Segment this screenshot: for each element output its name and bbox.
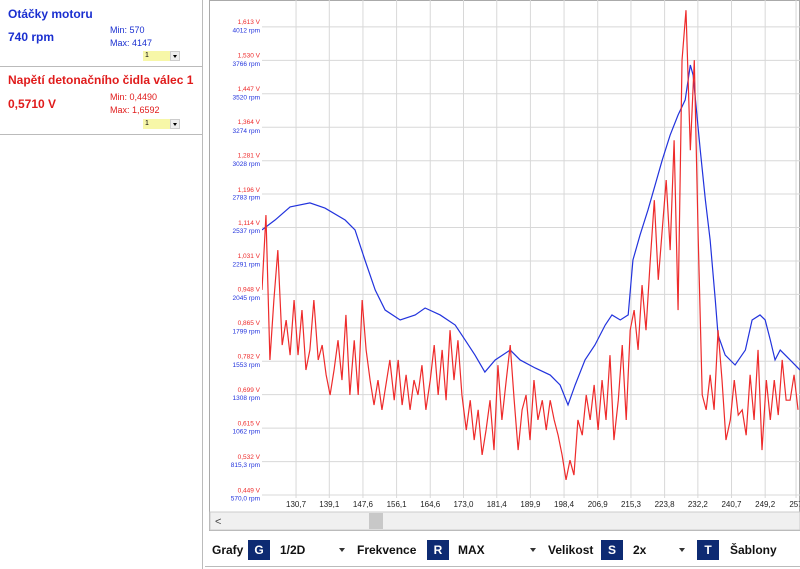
toolbar-label: Frekvence [357,543,417,557]
y-tick-label: 1,196 V [238,187,261,194]
toolbar-label: Velikost [548,543,594,557]
signal-min: Min: 0,4490 [110,92,158,102]
y-tick-label: 0,699 V [238,387,261,394]
y-tick-label: 0,782 V [238,353,261,360]
dropdown-button[interactable] [170,51,180,61]
y2-tick-label: 1062 rpm [233,429,260,436]
x-tick-label: 198,4 [554,500,575,509]
y2-tick-label: 2045 rpm [233,295,260,302]
y2-tick-label: 3274 rpm [233,128,260,135]
x-tick-label: 215,3 [621,500,642,509]
x-tick-label: 130,7 [286,500,307,509]
y2-tick-label: 4012 rpm [233,27,260,34]
scroll-thumb[interactable] [369,513,383,529]
chart: < 130,7 139,1 147,6 156,1 164,6 173,0 181,4 189… [209,0,800,531]
signal-max: Max: 4147 [110,38,153,48]
y-tick-label: 0,532 V [238,454,261,461]
y2-tick-label: 1799 rpm [233,328,260,335]
signal-max: Max: 1,6592 [110,105,160,115]
y-tick-label: 1,364 V [238,119,261,126]
toolbar-label: Grafy [212,543,244,557]
y-tick-label: 0,615 V [238,421,261,428]
toolbar-value[interactable]: 2x [633,543,647,557]
y2-tick-label: 3766 rpm [233,61,260,68]
dropdown-button[interactable] [170,119,180,129]
y-tick-label: 1,447 V [238,86,261,93]
y-tick-label: 1,530 V [238,52,261,59]
y-tick-label: 1,114 V [238,220,261,227]
y-tick-label: 1,031 V [238,253,261,260]
y2-tick-label: 1553 rpm [233,362,260,369]
x-tick-label: 257 [789,500,800,509]
signal-name[interactable]: Napětí detonačního čidla válec 1 [8,73,194,87]
x-tick-label: 240,7 [721,500,742,509]
hotkey[interactable]: T [697,540,719,560]
separator [0,66,202,67]
dropdown-arrow[interactable] [530,548,536,552]
separator [205,566,800,567]
y-tick-label: 0,449 V [238,487,261,494]
x-tick-label: 206,9 [588,500,609,509]
x-tick-label: 189,9 [520,500,541,509]
signal-value: 740 rpm [8,30,55,44]
hotkey[interactable]: G [248,540,270,560]
signal-min: Min: 570 [110,25,145,35]
y2-tick-label: 3520 rpm [233,94,260,101]
series-line [262,64,800,407]
scroll-left[interactable]: < [215,516,221,528]
y2-tick-label: 3028 rpm [233,161,260,168]
y-tick-label: 0,948 V [238,287,261,294]
toolbar-value[interactable]: 1/2D [280,543,306,557]
scale-dropdown[interactable]: 1 [143,119,170,129]
y2-tick-label: 1308 rpm [233,395,260,402]
signal-panel [0,0,203,569]
x-tick-label: 147,6 [353,500,374,509]
dropdown-arrow[interactable] [679,548,685,552]
y2-tick-label: 570,0 rpm [231,496,260,503]
x-tick-label: 156,1 [387,500,408,509]
y2-tick-label: 2783 rpm [233,195,260,202]
x-tick-label: 164,6 [420,500,441,509]
x-tick-label: 181,4 [487,500,508,509]
x-tick-label: 232,2 [688,500,709,509]
scale-dropdown[interactable]: 1 [143,51,170,61]
scrollbar[interactable] [209,511,800,531]
y2-tick-label: 2537 rpm [233,228,260,235]
separator [0,134,202,135]
x-tick-label: 139,1 [319,500,340,509]
x-tick-label: 173,0 [453,500,474,509]
y-tick-label: 1,613 V [238,19,261,26]
y2-tick-label: 815,3 rpm [231,462,260,469]
series-line [262,10,799,481]
toolbar-value[interactable]: MAX [458,543,485,557]
y-tick-label: 1,281 V [238,153,261,160]
hotkey[interactable]: R [427,540,449,560]
x-tick-label: 249,2 [755,500,776,509]
hotkey[interactable]: S [601,540,623,560]
x-tick-label: 223,8 [655,500,676,509]
signal-name[interactable]: Otáčky motoru [8,7,93,21]
dropdown-arrow[interactable] [339,548,345,552]
y2-tick-label: 2291 rpm [233,261,260,268]
chart-frame [209,0,800,531]
toolbar-button[interactable]: Šablony [730,543,777,557]
signal-value: 0,5710 V [8,97,57,111]
y-tick-label: 0,865 V [238,320,261,327]
